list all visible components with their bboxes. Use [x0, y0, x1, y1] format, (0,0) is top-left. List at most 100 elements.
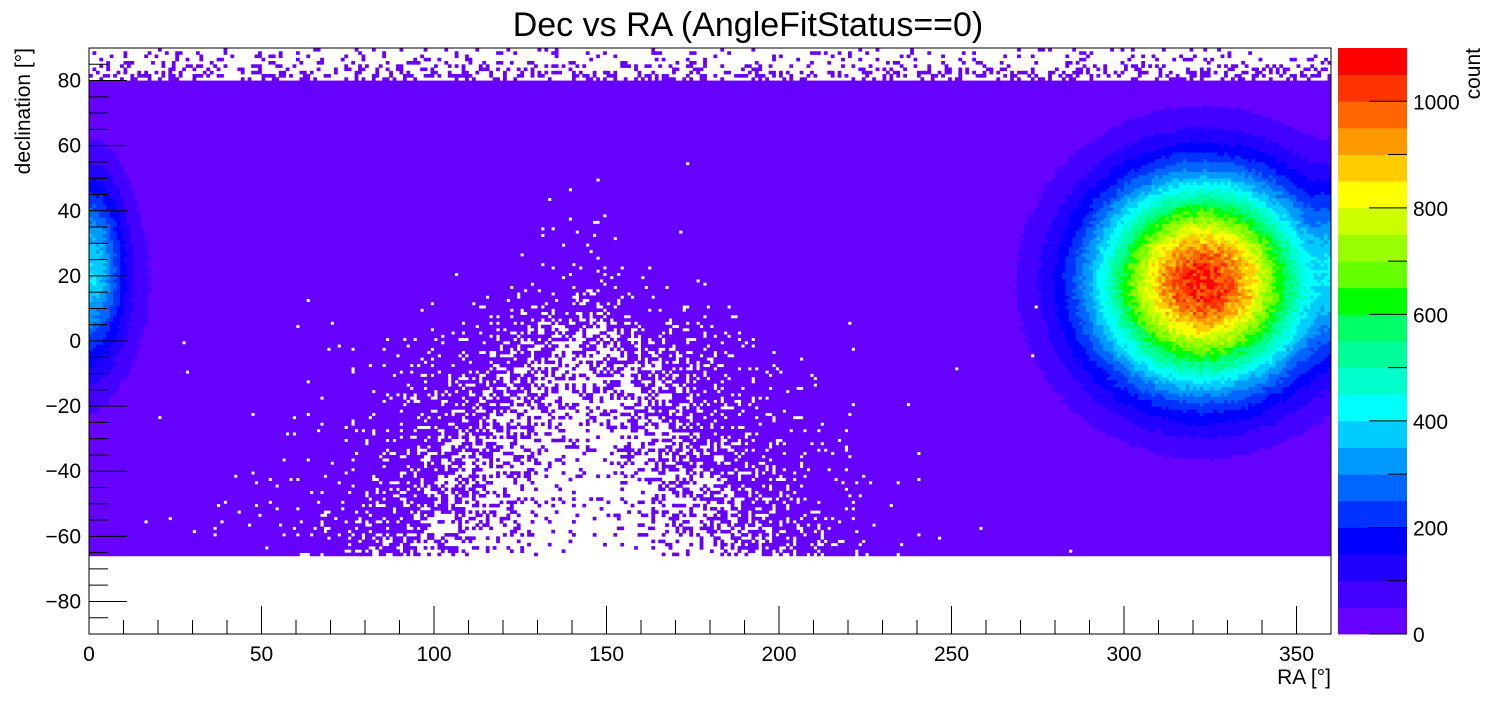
heatmap-cell: [382, 480, 390, 485]
heatmap-cell: [1113, 249, 1128, 254]
heatmap-cell: [641, 490, 645, 495]
heatmap-cell: [523, 474, 531, 479]
heatmap-cell: [258, 480, 338, 485]
heatmap-cell: [585, 301, 597, 306]
heatmap-cell: [589, 243, 1021, 247]
heatmap-cell: [592, 249, 1018, 254]
heatmap-cell: [672, 354, 676, 358]
heatmap-cell: [1124, 373, 1132, 378]
heatmap-cell: [444, 474, 449, 479]
heatmap-cell: [1244, 214, 1249, 218]
heatmap-cell: [120, 272, 128, 277]
heatmap-cell: [1217, 357, 1221, 361]
heatmap-cell: [354, 419, 424, 423]
heatmap-cell: [689, 360, 697, 365]
heatmap-cell: [89, 227, 104, 231]
heatmap-cell: [106, 220, 117, 225]
heatmap-cell: [375, 428, 387, 433]
heatmap-cell: [747, 441, 769, 446]
heatmap-cell: [1161, 344, 1173, 348]
heatmap-cell: [1158, 282, 1163, 287]
heatmap-cell: [1272, 275, 1277, 280]
heatmap-cell: [603, 389, 607, 394]
heatmap-cell: [385, 451, 390, 456]
heatmap-cell: [95, 308, 111, 313]
heatmap-cell: [1268, 311, 1273, 316]
heatmap-cell: [716, 523, 721, 527]
heatmap-cell: [1213, 253, 1221, 257]
heatmap-cell: [751, 367, 756, 371]
heatmap-cell: [1058, 305, 1066, 309]
heatmap-cell: [1086, 187, 1108, 192]
heatmap-cell: [1075, 272, 1083, 277]
heatmap-cell: [1113, 393, 1132, 397]
heatmap-cell: [89, 435, 400, 440]
heatmap-cell: [1072, 549, 1332, 553]
heatmap-cell: [609, 451, 614, 456]
heatmap-cell: [106, 272, 111, 277]
heatmap-cell: [699, 435, 721, 440]
heatmap-cell: [1079, 380, 1094, 384]
heatmap-cell: [1217, 201, 1239, 205]
heatmap-cell: [1182, 259, 1187, 264]
heatmap-cell: [1113, 435, 1177, 440]
heatmap-cell: [706, 448, 714, 453]
heatmap-cell: [654, 350, 659, 355]
heatmap-cell: [848, 445, 1132, 449]
heatmap-cell: [485, 441, 497, 446]
heatmap-cell: [1303, 272, 1315, 277]
heatmap-cell: [509, 471, 521, 475]
heatmap-cell: [637, 467, 645, 472]
heatmap-cell: [830, 526, 980, 531]
heatmap-cell: [492, 546, 497, 550]
heatmap-cell: [782, 370, 1045, 374]
heatmap-cell: [1148, 308, 1156, 313]
heatmap-cell: [1296, 197, 1332, 202]
heatmap-cell: [1172, 292, 1177, 296]
heatmap-cell: [1120, 298, 1125, 303]
heatmap-cell: [765, 539, 769, 544]
heatmap-cell: [1099, 428, 1149, 433]
heatmap-cell: [1203, 220, 1208, 225]
heatmap-cell: [599, 507, 604, 511]
heatmap-cell: [402, 422, 449, 426]
heatmap-cell: [1082, 344, 1094, 348]
heatmap-cell: [1251, 451, 1332, 456]
heatmap-cell: [675, 409, 680, 413]
heatmap-cell: [465, 350, 480, 355]
heatmap-cell: [482, 448, 487, 453]
heatmap-cell: [130, 324, 145, 329]
heatmap-cell: [1227, 318, 1232, 322]
heatmap-cell: [416, 435, 428, 440]
heatmap-cell: [661, 494, 666, 498]
heatmap-cell: [1041, 253, 1056, 257]
heatmap-cell: [1058, 354, 1073, 358]
heatmap-cell: [1117, 191, 1132, 195]
heatmap-cell: [585, 324, 594, 329]
heatmap-cell: [1127, 282, 1132, 287]
heatmap-cell: [1217, 311, 1239, 316]
heatmap-cell: [668, 425, 676, 430]
heatmap-cell: [710, 549, 714, 553]
heatmap-cell: [520, 546, 525, 550]
heatmap-cell: [703, 402, 707, 407]
heatmap-cell: [1175, 266, 1180, 270]
heatmap-cell: [692, 425, 700, 430]
heatmap-cell: [1072, 347, 1087, 352]
heatmap-cell: [1148, 311, 1163, 316]
heatmap-cell: [1079, 227, 1087, 231]
heatmap-cell: [1251, 253, 1263, 257]
heatmap-cell: [1251, 354, 1266, 358]
heatmap-cell: [468, 445, 473, 449]
heatmap-cell: [475, 464, 480, 469]
heatmap-cell: [730, 513, 738, 518]
heatmap-cell: [616, 526, 625, 531]
heatmap-cell: [761, 552, 773, 557]
heatmap-cell: [568, 311, 576, 316]
heatmap-cell: [1182, 214, 1190, 218]
heatmap-cell: [1279, 380, 1284, 384]
heatmap-cell: [461, 549, 466, 553]
heatmap-cell: [1017, 269, 1039, 273]
heatmap-cell: [768, 467, 773, 472]
heatmap-cell: [1186, 204, 1190, 208]
